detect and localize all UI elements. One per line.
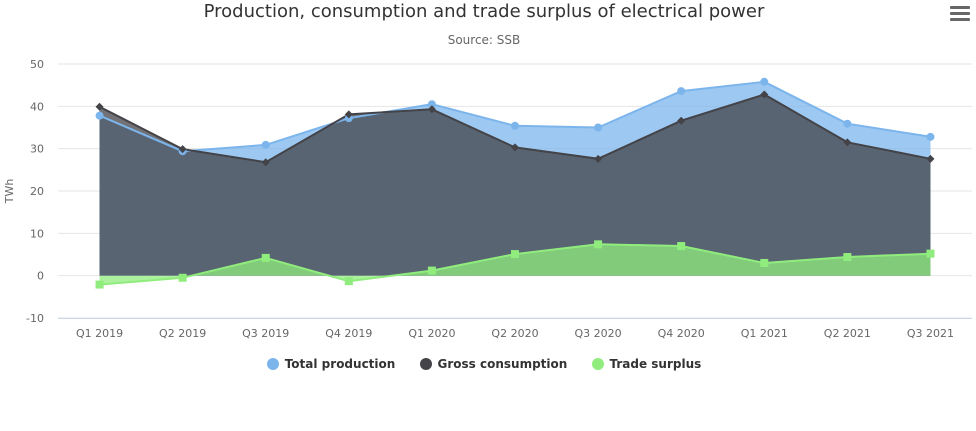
area-gross-consumption: [99, 94, 931, 276]
x-tick-label: Q2 2020: [491, 327, 538, 340]
point-gross-consumption: [261, 158, 270, 167]
point-total-production: [843, 119, 852, 128]
point-total-production: [760, 77, 769, 86]
y-tick-label: 10: [30, 227, 44, 240]
y-tick-label: 30: [30, 143, 44, 156]
point-total-production: [511, 121, 519, 130]
x-tick-label: Q3 2020: [575, 327, 622, 340]
point-total-production: [677, 87, 686, 96]
x-tick-label: Q4 2019: [325, 327, 372, 340]
point-gross-consumption: [427, 105, 436, 114]
point-trade-surplus: [677, 242, 686, 251]
point-gross-consumption: [926, 154, 935, 163]
point-trade-surplus: [95, 280, 104, 289]
series-areas: [99, 81, 931, 285]
y-tick-label: 50: [30, 58, 44, 71]
legend-dot-icon: [591, 358, 604, 370]
y-tick-label: 20: [30, 185, 44, 198]
y-tick-label: -10: [26, 312, 44, 325]
point-trade-surplus: [594, 240, 603, 249]
legend-item-trade-surplus[interactable]: Trade surplus: [591, 357, 702, 371]
point-trade-surplus: [926, 249, 935, 258]
series-markers: [95, 77, 935, 289]
point-trade-surplus: [427, 266, 436, 275]
point-gross-consumption: [677, 116, 686, 125]
x-tick-label: Q3 2019: [242, 327, 289, 340]
x-tick-label: Q1 2020: [408, 327, 455, 340]
point-gross-consumption: [760, 90, 769, 99]
chart-subtitle: Source: SSB: [447, 33, 521, 47]
legend-item-total-production[interactable]: Total production: [266, 357, 396, 371]
x-tick-label: Q2 2021: [824, 327, 871, 340]
legend-label: Total production: [284, 357, 396, 371]
point-gross-consumption: [344, 110, 353, 119]
x-tick-label: Q4 2020: [658, 327, 705, 340]
area-trade-surplus: [99, 244, 931, 285]
point-gross-consumption: [178, 145, 187, 154]
point-gross-consumption: [594, 154, 603, 163]
point-total-production: [926, 132, 935, 141]
hamburger-menu-icon[interactable]: [950, 6, 970, 24]
y-tick-label: 0: [37, 270, 44, 283]
point-gross-consumption: [511, 143, 519, 152]
point-total-production: [594, 123, 603, 132]
point-trade-surplus: [511, 250, 519, 259]
point-trade-surplus: [261, 253, 270, 262]
x-tick-label: Q1 2019: [76, 327, 123, 340]
y-axis-title: TWh: [3, 179, 16, 205]
point-total-production: [95, 111, 104, 120]
legend-dot-icon: [266, 358, 279, 370]
y-tick-label: 40: [30, 100, 44, 113]
point-trade-surplus: [178, 273, 187, 282]
x-tick-label: Q2 2019: [159, 327, 206, 340]
point-total-production: [427, 100, 436, 109]
legend-dot-icon: [419, 358, 432, 370]
point-total-production: [261, 140, 270, 149]
point-gross-consumption: [843, 138, 852, 147]
point-trade-surplus: [344, 277, 353, 286]
legend: Total production Gross consumption Trade…: [0, 357, 968, 371]
legend-item-gross-consumption[interactable]: Gross consumption: [419, 357, 568, 371]
point-gross-consumption: [95, 102, 104, 111]
legend-label: Trade surplus: [609, 357, 702, 371]
point-trade-surplus: [760, 258, 769, 267]
chart-title: Production, consumption and trade surplu…: [203, 1, 765, 22]
axes: -10 0 10 20 30 40 50 Q1 2019 Q2 2019 Q3 2019 Q4 20…: [3, 58, 972, 340]
x-tick-label: Q3 2021: [907, 327, 954, 340]
legend-label: Gross consumption: [437, 357, 568, 371]
point-trade-surplus: [843, 253, 852, 262]
x-tick-label: Q1 2021: [741, 327, 788, 340]
